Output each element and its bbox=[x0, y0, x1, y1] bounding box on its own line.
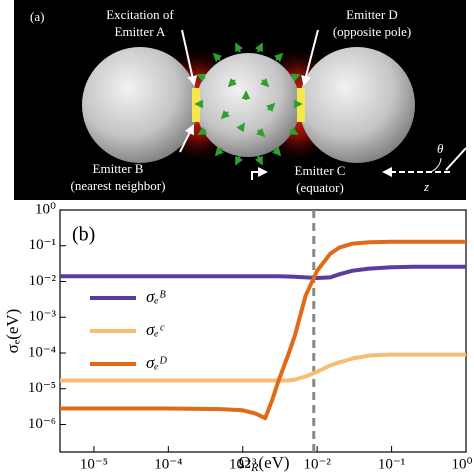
panel-b: (b) σₑ(eV) ΩR(eV) 10⁻⁵ 10⁻⁴ 10⁻³ 10⁻² 10⁻¹ 10… bbox=[3, 201, 473, 473]
y-tick-label: 10⁻⁶ bbox=[28, 416, 56, 432]
annotation: Excitation of bbox=[106, 7, 174, 22]
sphere bbox=[82, 47, 198, 163]
x-axis-label-main: Ω bbox=[238, 453, 251, 472]
dipole-arrows bbox=[194, 42, 303, 166]
plot-frame bbox=[59, 209, 467, 453]
x-axis-label-sub: R bbox=[250, 460, 259, 474]
y-tick-label: 10⁻¹ bbox=[29, 237, 56, 253]
x-tick-label: 10⁻⁴ bbox=[154, 456, 182, 472]
x-tick-label: 10⁻³ bbox=[229, 456, 257, 472]
panel-label: (a) bbox=[30, 9, 44, 24]
legend-label: σₑᶜ bbox=[146, 320, 165, 339]
x-tick-label: 10⁰ bbox=[451, 456, 472, 472]
y-axis-label: σₑ(eV) bbox=[3, 309, 22, 354]
legend-label: σₑᴰ bbox=[146, 353, 167, 372]
x-tick-label: 10⁻² bbox=[303, 456, 331, 472]
y-tick-label: 10⁻² bbox=[29, 273, 57, 289]
y-tick-label: 10⁻⁵ bbox=[28, 380, 56, 396]
y-tick-label: 10⁰ bbox=[35, 201, 56, 217]
angle-label: θ bbox=[437, 141, 444, 156]
x-axis-label: ΩR(eV) bbox=[238, 453, 289, 474]
sphere bbox=[196, 53, 300, 157]
y-tick-label: 10⁻⁴ bbox=[28, 344, 56, 360]
x-tick-label: 10⁻⁵ bbox=[80, 456, 108, 472]
y-tick-label: 10⁻³ bbox=[29, 309, 57, 325]
pointer-arrows bbox=[179, 29, 467, 180]
panel-label: (b) bbox=[72, 224, 95, 246]
panel-a: (a) Excitation of Emitter A Emitter D (o… bbox=[14, 0, 467, 200]
annotation: (equator) bbox=[296, 180, 344, 195]
annotation: Emitter C bbox=[295, 163, 346, 178]
annotation: Emitter B bbox=[93, 161, 144, 176]
angle-arc bbox=[429, 157, 442, 173]
annotation: Emitter A bbox=[115, 24, 167, 39]
x-axis-label-unit: (eV) bbox=[258, 453, 289, 472]
series-line bbox=[60, 239, 466, 421]
series-line bbox=[60, 264, 466, 280]
sphere bbox=[299, 47, 415, 163]
series-line bbox=[60, 352, 466, 383]
axis-label: z bbox=[423, 179, 429, 194]
legend-label: σₑᴮ bbox=[146, 287, 166, 306]
annotation: (opposite pole) bbox=[333, 24, 411, 39]
annotation: (nearest neighbor) bbox=[71, 178, 166, 193]
x-tick-label: 10⁻¹ bbox=[378, 456, 405, 472]
annotation: Emitter D bbox=[346, 7, 398, 22]
